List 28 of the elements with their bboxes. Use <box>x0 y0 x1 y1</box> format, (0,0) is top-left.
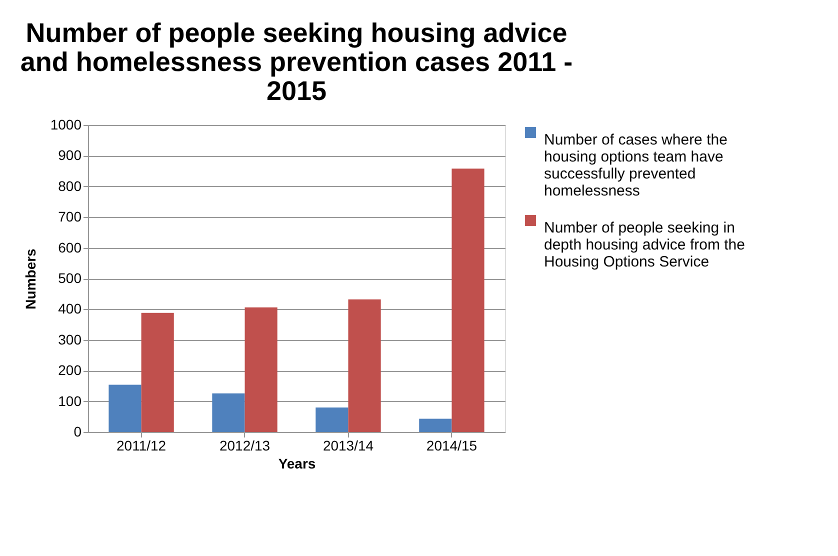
y-tick-label: 100 <box>58 392 82 409</box>
legend-label: Number of cases where the housing options team have successfully prevented homelessness <box>544 132 728 200</box>
y-tick-label: 400 <box>58 300 82 317</box>
x-axis-title: Years <box>278 456 316 472</box>
x-tick-label: 2013/14 <box>322 438 374 454</box>
bar <box>141 312 174 432</box>
x-tick-label: 2012/13 <box>219 438 270 454</box>
bar <box>212 393 245 432</box>
bar <box>316 407 348 432</box>
y-tick-label: 1000 <box>50 116 82 132</box>
bar <box>108 384 142 432</box>
y-tick-label: 500 <box>58 270 82 286</box>
y-tick-label: 900 <box>58 147 82 164</box>
bar <box>348 299 381 432</box>
chart-title: Number of people seeking housing advice and homelessness prevention cases 2011 - 2015 <box>20 18 573 106</box>
y-tick-label: 600 <box>58 239 82 256</box>
y-axis-title: Numbers <box>22 248 38 310</box>
bar <box>452 168 484 432</box>
y-tick-label: 300 <box>58 331 82 348</box>
legend-label: Number of people seeking in depth housing advice from the Housing Options Service <box>544 220 745 270</box>
x-tick-label: 2011/12 <box>116 438 166 454</box>
bar <box>419 418 452 432</box>
y-tick-label: 700 <box>58 208 82 225</box>
y-tick-label: 200 <box>58 362 82 378</box>
y-tick-label: 0 <box>74 424 82 440</box>
y-tick-label: 800 <box>58 178 82 194</box>
bar <box>244 307 278 432</box>
x-tick-label: 2014/15 <box>426 438 478 454</box>
